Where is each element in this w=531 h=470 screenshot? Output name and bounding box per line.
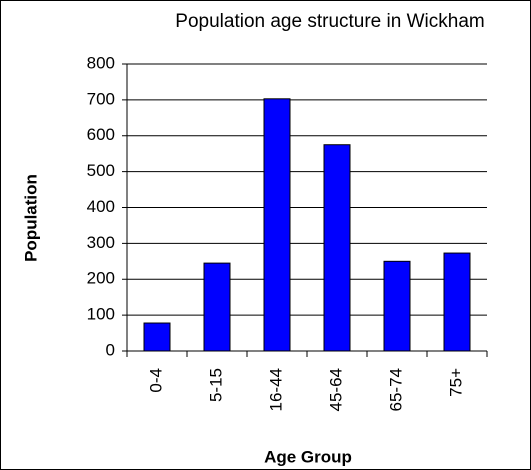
bar: [263, 98, 291, 352]
bar: [143, 322, 171, 352]
bar: [203, 262, 231, 352]
x-tick-label: 75+: [446, 368, 465, 397]
y-tick-label: 100: [87, 305, 115, 324]
x-tick-label: 45-64: [326, 368, 345, 411]
x-tick-label: 0-4: [146, 368, 165, 393]
y-tick-label: 0: [106, 340, 115, 359]
chart-title: Population age structure in Wickham: [175, 11, 484, 32]
bar: [323, 144, 351, 352]
y-tick-label: 500: [87, 161, 115, 180]
y-tick-label: 600: [87, 125, 115, 144]
y-tick-label: 700: [87, 89, 115, 108]
bar: [443, 252, 471, 352]
y-tick-label: 200: [87, 269, 115, 288]
y-axis-label: Population: [21, 174, 40, 262]
y-tick-label: 300: [87, 233, 115, 252]
bar: [383, 260, 411, 352]
x-axis-label: Age Group: [264, 447, 352, 466]
y-tick-label: 800: [87, 53, 115, 72]
x-tick-label: 65-74: [386, 368, 405, 411]
x-tick-label: 16-44: [266, 368, 285, 411]
x-tick-label: 5-15: [206, 368, 225, 402]
y-tick-label: 400: [87, 197, 115, 216]
